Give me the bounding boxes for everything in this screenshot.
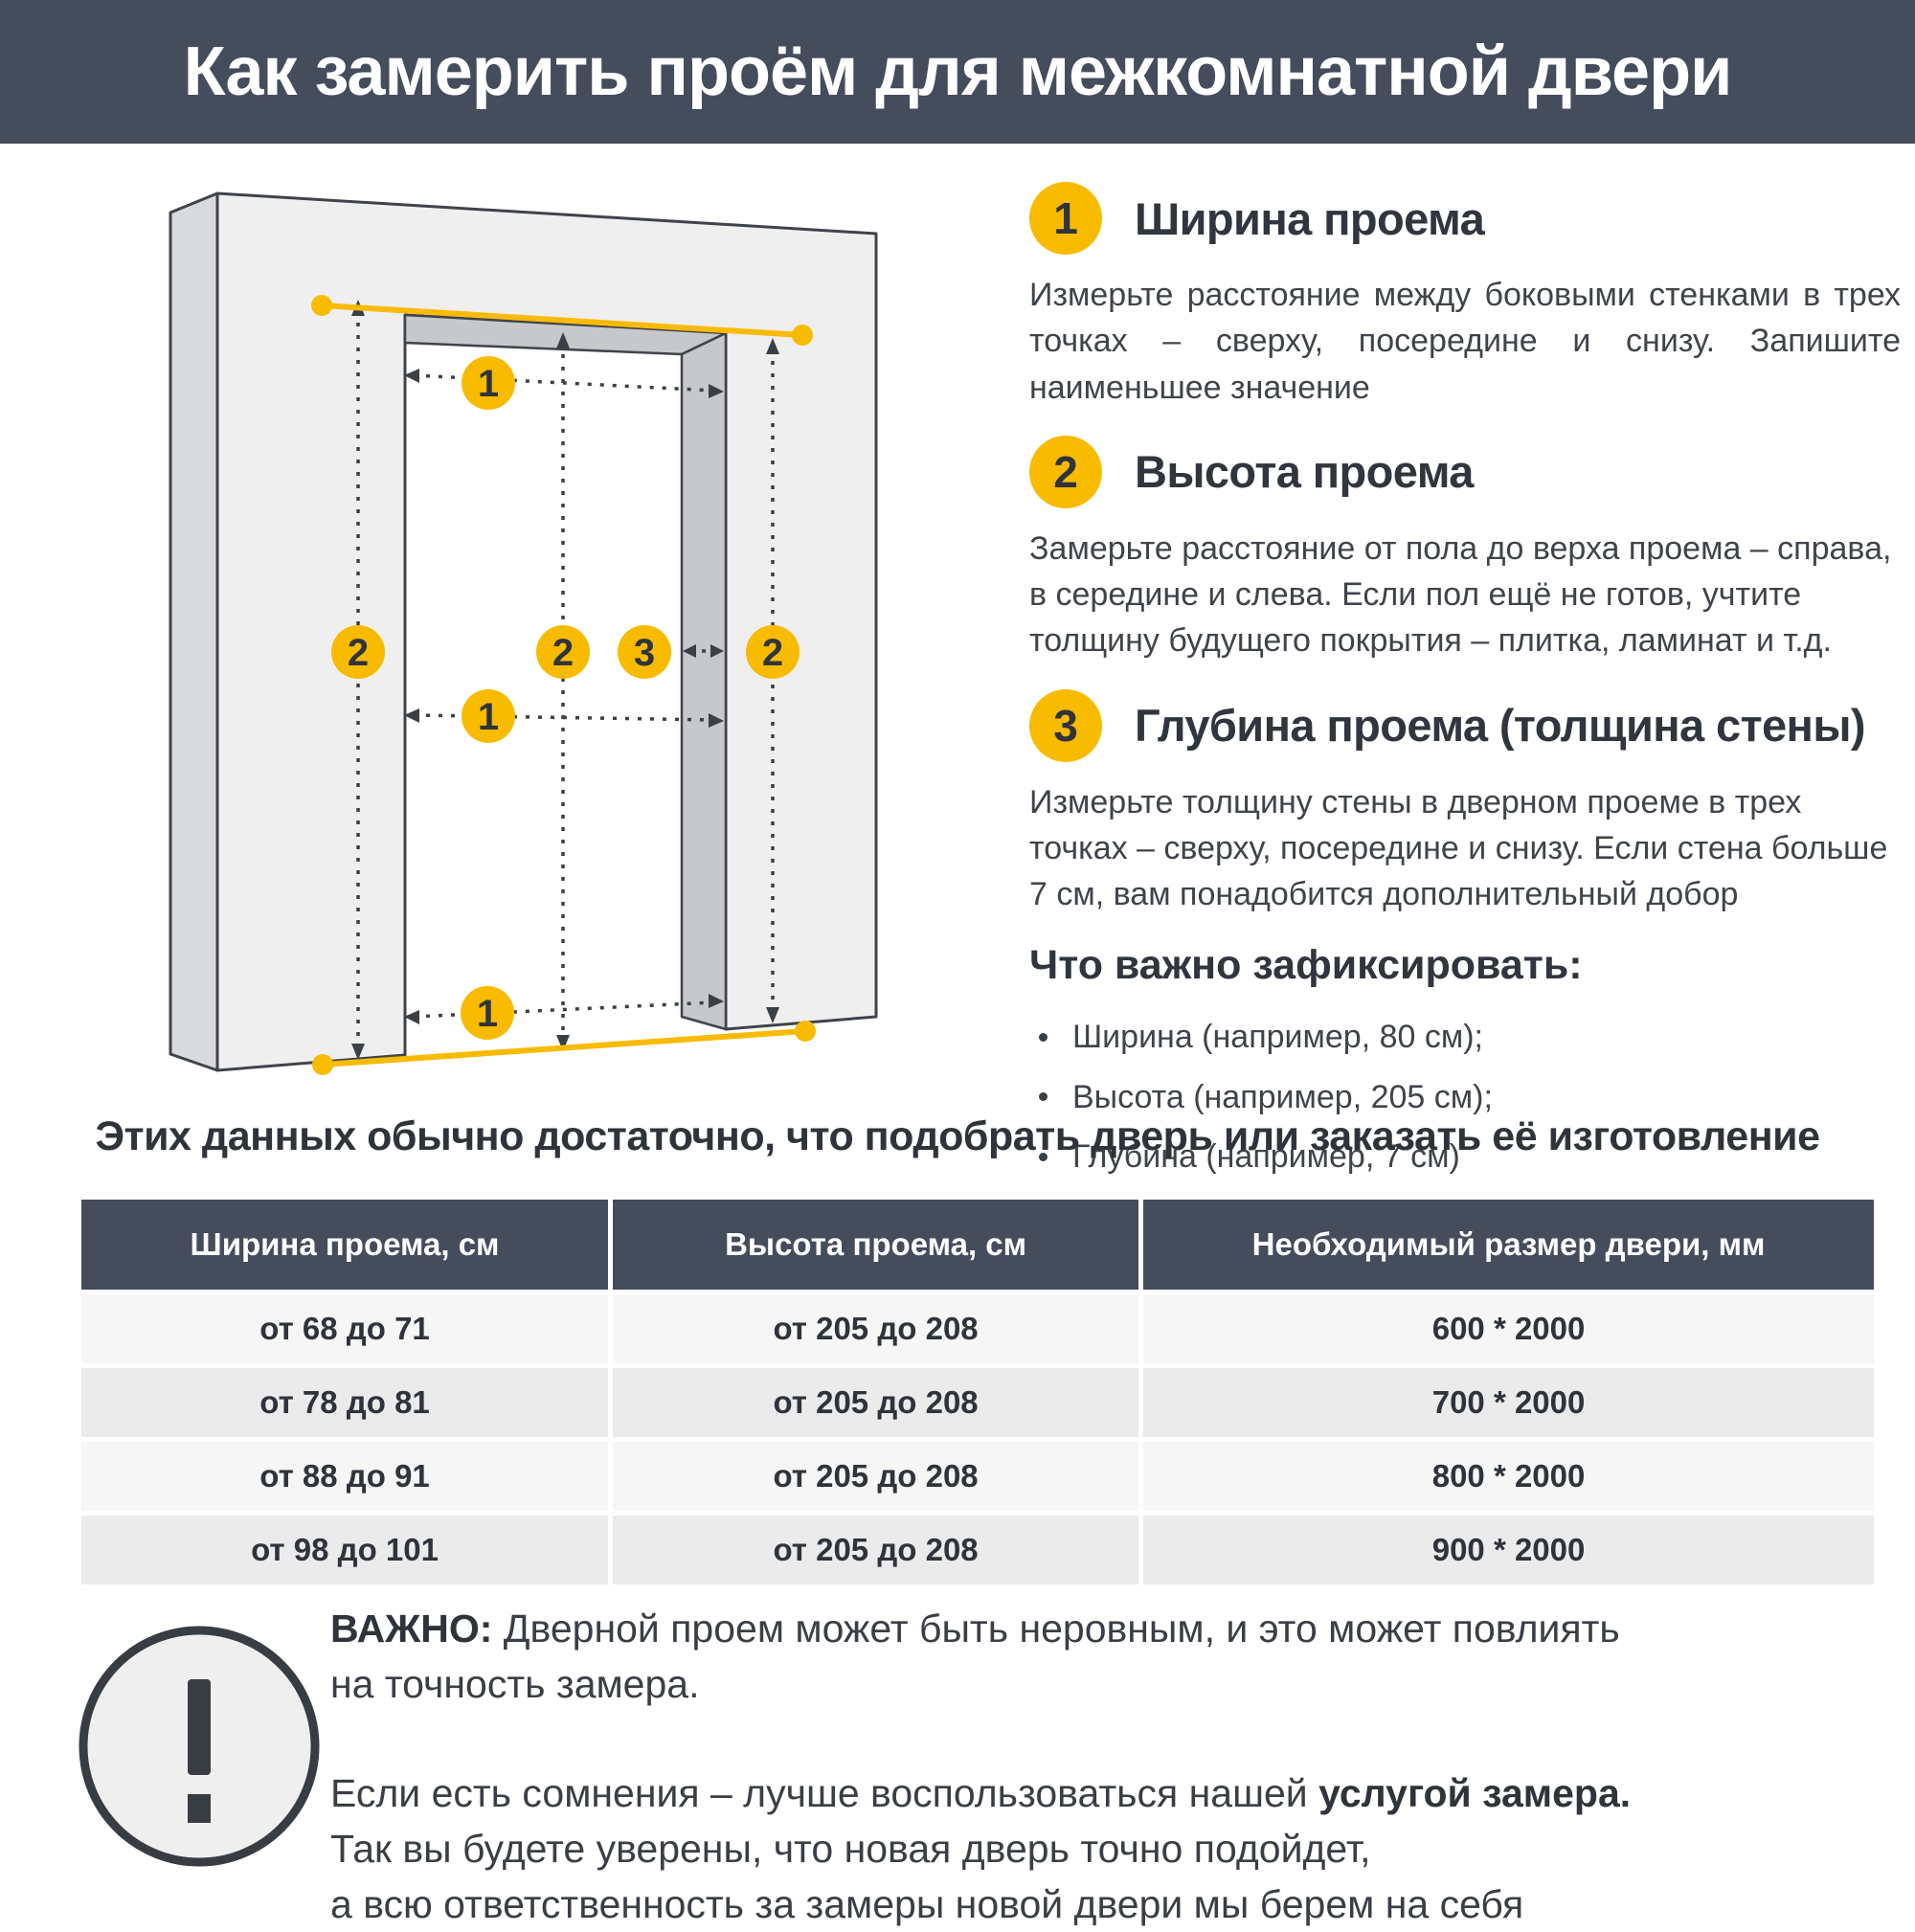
tape-lines: [311, 295, 816, 1075]
bullet-icon: [1039, 1152, 1048, 1161]
checklist-item-label: Высота (например, 205 см);: [1072, 1078, 1493, 1115]
table-cell: от 88 до 91: [81, 1442, 609, 1511]
page-header: Как замерить проём для межкомнатной двер…: [0, 0, 1915, 144]
door-opening-diagram: 1 1 1 2 2 3 2: [169, 191, 878, 1075]
step-title: Глубина проема (толщина стены): [1135, 700, 1866, 752]
step-description: Замерьте расстояние от пола до верха про…: [1029, 529, 1892, 660]
table-cell: от 205 до 208: [613, 1368, 1139, 1437]
marker-width-bottom: 1: [461, 986, 514, 1040]
marker-width-middle: 1: [462, 689, 515, 743]
step-width: 1 Ширина проема Измерьте расстояние межд…: [1029, 182, 1901, 411]
note-line: Так вы будете уверены, что новая дверь т…: [330, 1821, 1824, 1876]
checklist-item: Высота (например, 205 см);: [1033, 1074, 1901, 1120]
table-header-cell: Необходимый размер двери, мм: [1143, 1200, 1874, 1290]
important-text: Дверной проем может быть неровным, и это…: [492, 1606, 1620, 1651]
opening-right-reveal: [680, 331, 728, 1031]
step-number-badge: 1: [1029, 182, 1102, 255]
bullet-icon: [1039, 1092, 1048, 1102]
table-cell: 600 * 2000: [1143, 1294, 1874, 1363]
table-cell: 700 * 2000: [1143, 1368, 1874, 1437]
marker-width-top: 1: [462, 356, 515, 410]
step-depth: 3 Глубина проема (толщина стены) Измерьт…: [1029, 688, 1901, 918]
tape-dot: [792, 325, 813, 346]
width-line-middle: [413, 713, 715, 722]
wall-3d-shape: [169, 191, 878, 1072]
checklist-item: Ширина (например, 80 см);: [1033, 1014, 1901, 1060]
page-title: Как замерить проём для межкомнатной двер…: [183, 34, 1733, 110]
important-text: на точность замера.: [330, 1662, 700, 1706]
tape-line-bottom: [320, 1028, 808, 1067]
checklist-item-label: Глубина (например, 7 см): [1072, 1137, 1460, 1175]
table-cell: от 78 до 81: [81, 1368, 609, 1437]
step-title: Ширина проема: [1135, 192, 1485, 244]
table-header-cell: Ширина проема, см: [81, 1200, 609, 1290]
note-bold-text: услугой замера.: [1318, 1771, 1632, 1815]
important-line: ВАЖНО: Дверной проем может быть неровным…: [330, 1601, 1824, 1656]
tape-dot: [795, 1021, 816, 1042]
exclamation-icon: [79, 1626, 320, 1867]
tape-dot: [311, 295, 332, 316]
marker-height-left: 2: [331, 625, 385, 679]
note-line: Если есть сомнения – лучше воспользовать…: [330, 1765, 1824, 1821]
table-cell: от 68 до 71: [81, 1294, 609, 1363]
tape-dot: [312, 1054, 333, 1075]
marker-height-middle: 2: [536, 625, 590, 679]
step-head: 2 Высота проема: [1029, 435, 1901, 508]
tape-line-top: [319, 303, 805, 338]
table-cell: 900 * 2000: [1143, 1516, 1874, 1584]
checklist-title: Что важно зафиксировать:: [1029, 942, 1583, 989]
note-text: Так вы будете уверены, что новая дверь т…: [330, 1827, 1371, 1871]
marker-depth: 3: [618, 625, 671, 679]
marker-height-right: 2: [746, 625, 800, 679]
bullet-icon: [1039, 1033, 1048, 1043]
step-head: 1 Ширина проема: [1029, 182, 1901, 255]
note-text: Если есть сомнения – лучше воспользовать…: [330, 1771, 1319, 1815]
marker-label: 2: [552, 632, 574, 674]
table-cell: от 98 до 101: [81, 1516, 609, 1584]
step-head: 3 Глубина проема (толщина стены): [1029, 688, 1901, 762]
checklist-item-label: Ширина (например, 80 см);: [1072, 1019, 1484, 1056]
arrowheads: [351, 300, 779, 1060]
checklist: Ширина (например, 80 см); Высота (наприм…: [1033, 1014, 1901, 1179]
steps-column: 1 Ширина проема Измерьте расстояние межд…: [1029, 182, 1901, 1179]
wall-side-face: [169, 191, 219, 1072]
step-title: Высота проема: [1135, 446, 1474, 498]
step-number-badge: 3: [1029, 688, 1102, 762]
marker-label: 2: [348, 632, 369, 674]
door-size-table: Ширина проема, см Высота проема, см Необ…: [81, 1200, 1874, 1584]
spacer: [330, 1712, 1824, 1765]
step-height: 2 Высота проема Замерьте расстояние от п…: [1029, 435, 1901, 664]
table-intro-text: Этих данных обычно достаточно, что подоб…: [95, 1113, 1820, 1159]
marker-label: 1: [478, 696, 499, 738]
step-description: Измерьте толщину стены в дверном проеме …: [1029, 783, 1888, 913]
table-cell: от 205 до 208: [613, 1516, 1139, 1584]
marker-label: 3: [634, 632, 655, 674]
important-label: ВАЖНО:: [330, 1606, 493, 1651]
table-cell: от 205 до 208: [613, 1442, 1139, 1511]
step-description: Измерьте расстояние между боковыми стенк…: [1029, 277, 1901, 406]
table-header-cell: Высота проема, см: [613, 1200, 1139, 1290]
table-cell: 800 * 2000: [1143, 1442, 1874, 1511]
marker-label: 1: [477, 993, 498, 1035]
marker-label: 1: [478, 363, 499, 405]
important-note: ВАЖНО: Дверной проем может быть неровным…: [330, 1601, 1824, 1932]
checklist-item: Глубина (например, 7 см): [1033, 1134, 1901, 1179]
important-line: на точность замера.: [330, 1656, 1824, 1712]
note-line: а всю ответственность за замеры новой дв…: [330, 1876, 1824, 1932]
note-text: а всю ответственность за замеры новой дв…: [330, 1882, 1524, 1926]
step-number-badge: 2: [1029, 435, 1102, 508]
width-line-top: [413, 373, 715, 393]
table-cell: от 205 до 208: [613, 1294, 1139, 1363]
marker-label: 2: [762, 632, 783, 674]
